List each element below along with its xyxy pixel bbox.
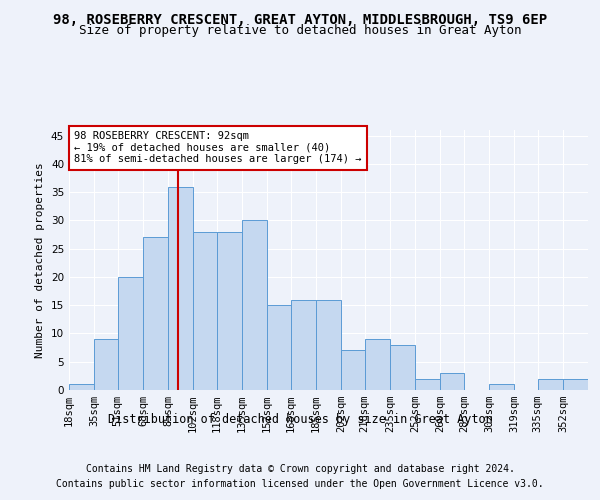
Bar <box>341 350 365 390</box>
Bar <box>118 277 143 390</box>
Bar <box>242 220 267 390</box>
Bar <box>390 345 415 390</box>
Bar <box>365 339 390 390</box>
Text: Contains public sector information licensed under the Open Government Licence v3: Contains public sector information licen… <box>56 479 544 489</box>
Bar <box>538 378 563 390</box>
Text: 98, ROSEBERRY CRESCENT, GREAT AYTON, MIDDLESBROUGH, TS9 6EP: 98, ROSEBERRY CRESCENT, GREAT AYTON, MID… <box>53 12 547 26</box>
Text: Distribution of detached houses by size in Great Ayton: Distribution of detached houses by size … <box>107 412 493 426</box>
Y-axis label: Number of detached properties: Number of detached properties <box>35 162 46 358</box>
Bar <box>415 378 440 390</box>
Bar <box>143 238 168 390</box>
Bar <box>94 339 118 390</box>
Bar <box>440 373 464 390</box>
Bar <box>316 300 341 390</box>
Text: 98 ROSEBERRY CRESCENT: 92sqm
← 19% of detached houses are smaller (40)
81% of se: 98 ROSEBERRY CRESCENT: 92sqm ← 19% of de… <box>74 132 362 164</box>
Bar <box>168 186 193 390</box>
Bar <box>193 232 217 390</box>
Text: Contains HM Land Registry data © Crown copyright and database right 2024.: Contains HM Land Registry data © Crown c… <box>86 464 514 474</box>
Bar <box>291 300 316 390</box>
Bar <box>69 384 94 390</box>
Bar <box>489 384 514 390</box>
Bar <box>267 305 291 390</box>
Bar <box>563 378 588 390</box>
Bar <box>217 232 242 390</box>
Text: Size of property relative to detached houses in Great Ayton: Size of property relative to detached ho… <box>79 24 521 37</box>
